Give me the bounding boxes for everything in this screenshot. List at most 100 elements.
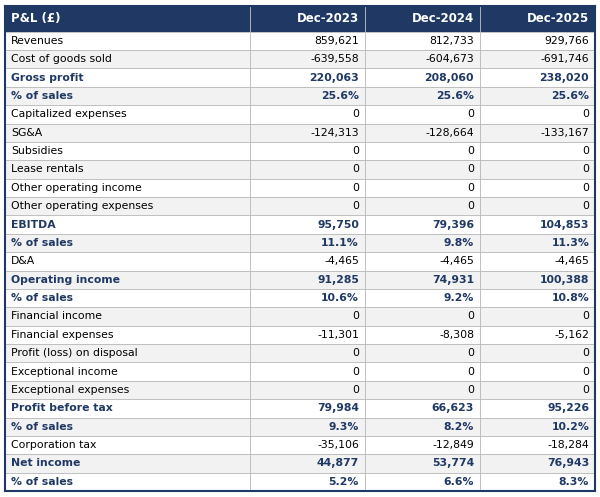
Bar [365, 215, 480, 234]
Text: 208,060: 208,060 [425, 73, 474, 83]
Bar [480, 473, 595, 491]
Bar [365, 234, 480, 252]
Bar [480, 417, 595, 436]
Text: 0: 0 [467, 146, 474, 156]
Bar [480, 252, 595, 270]
Bar [5, 234, 250, 252]
Bar [365, 417, 480, 436]
Bar [250, 124, 365, 142]
Text: Financial income: Financial income [11, 312, 102, 322]
Text: 0: 0 [352, 201, 359, 211]
Text: 0: 0 [352, 183, 359, 193]
Text: 8.3%: 8.3% [559, 477, 589, 487]
Text: Other operating income: Other operating income [11, 183, 142, 193]
Text: 0: 0 [352, 312, 359, 322]
Text: 10.6%: 10.6% [321, 293, 359, 303]
Text: 0: 0 [352, 146, 359, 156]
Bar [5, 161, 250, 179]
Text: -133,167: -133,167 [541, 128, 589, 138]
Text: 53,774: 53,774 [432, 458, 474, 469]
Bar [250, 6, 365, 32]
Text: Capitalized expenses: Capitalized expenses [11, 109, 127, 119]
Text: Revenues: Revenues [11, 36, 64, 46]
Text: 0: 0 [582, 201, 589, 211]
Bar [5, 50, 250, 69]
Text: 9.8%: 9.8% [444, 238, 474, 248]
Text: SG&A: SG&A [11, 128, 42, 138]
Bar [250, 417, 365, 436]
Text: -8,308: -8,308 [439, 330, 474, 340]
Text: -604,673: -604,673 [425, 54, 474, 64]
Bar [5, 215, 250, 234]
Text: -5,162: -5,162 [554, 330, 589, 340]
Bar [480, 105, 595, 124]
Bar [250, 87, 365, 105]
Bar [480, 215, 595, 234]
Text: 0: 0 [352, 385, 359, 395]
Bar [480, 307, 595, 326]
Text: % of sales: % of sales [11, 238, 73, 248]
Text: Net income: Net income [11, 458, 80, 469]
Text: 0: 0 [582, 348, 589, 358]
Bar [480, 161, 595, 179]
Bar [250, 326, 365, 344]
Text: 0: 0 [467, 109, 474, 119]
Text: 0: 0 [467, 367, 474, 377]
Text: Operating income: Operating income [11, 275, 120, 285]
Bar [365, 252, 480, 270]
Text: 44,877: 44,877 [317, 458, 359, 469]
Bar [5, 179, 250, 197]
Text: 8.2%: 8.2% [443, 422, 474, 432]
Bar [5, 344, 250, 362]
Bar [480, 234, 595, 252]
Bar [250, 307, 365, 326]
Bar [5, 473, 250, 491]
Text: Corporation tax: Corporation tax [11, 440, 96, 450]
Bar [250, 142, 365, 161]
Text: % of sales: % of sales [11, 477, 73, 487]
Bar [365, 197, 480, 215]
Text: 5.2%: 5.2% [329, 477, 359, 487]
Bar [365, 105, 480, 124]
Bar [5, 417, 250, 436]
Text: -4,465: -4,465 [324, 256, 359, 266]
Bar [5, 381, 250, 399]
Text: 0: 0 [582, 183, 589, 193]
Text: 0: 0 [467, 201, 474, 211]
Bar [365, 87, 480, 105]
Text: 6.6%: 6.6% [443, 477, 474, 487]
Bar [5, 32, 250, 50]
Bar [365, 381, 480, 399]
Text: Gross profit: Gross profit [11, 73, 83, 83]
Bar [250, 270, 365, 289]
Text: 220,063: 220,063 [309, 73, 359, 83]
Text: 66,623: 66,623 [431, 404, 474, 414]
Bar [365, 124, 480, 142]
Text: 10.8%: 10.8% [551, 293, 589, 303]
Bar [5, 362, 250, 381]
Bar [250, 69, 365, 87]
Text: 0: 0 [582, 146, 589, 156]
Bar [365, 32, 480, 50]
Bar [250, 381, 365, 399]
Text: 10.2%: 10.2% [551, 422, 589, 432]
Bar [365, 179, 480, 197]
Bar [250, 252, 365, 270]
Bar [250, 344, 365, 362]
Text: 0: 0 [352, 348, 359, 358]
Text: Exceptional income: Exceptional income [11, 367, 118, 377]
Bar [480, 454, 595, 473]
Bar [5, 307, 250, 326]
Bar [480, 362, 595, 381]
Bar [480, 344, 595, 362]
Text: 0: 0 [582, 165, 589, 174]
Text: -691,746: -691,746 [541, 54, 589, 64]
Bar [250, 234, 365, 252]
Text: -639,558: -639,558 [310, 54, 359, 64]
Text: % of sales: % of sales [11, 91, 73, 101]
Text: 11.1%: 11.1% [321, 238, 359, 248]
Bar [480, 6, 595, 32]
Bar [480, 179, 595, 197]
Text: 0: 0 [352, 165, 359, 174]
Text: 0: 0 [467, 165, 474, 174]
